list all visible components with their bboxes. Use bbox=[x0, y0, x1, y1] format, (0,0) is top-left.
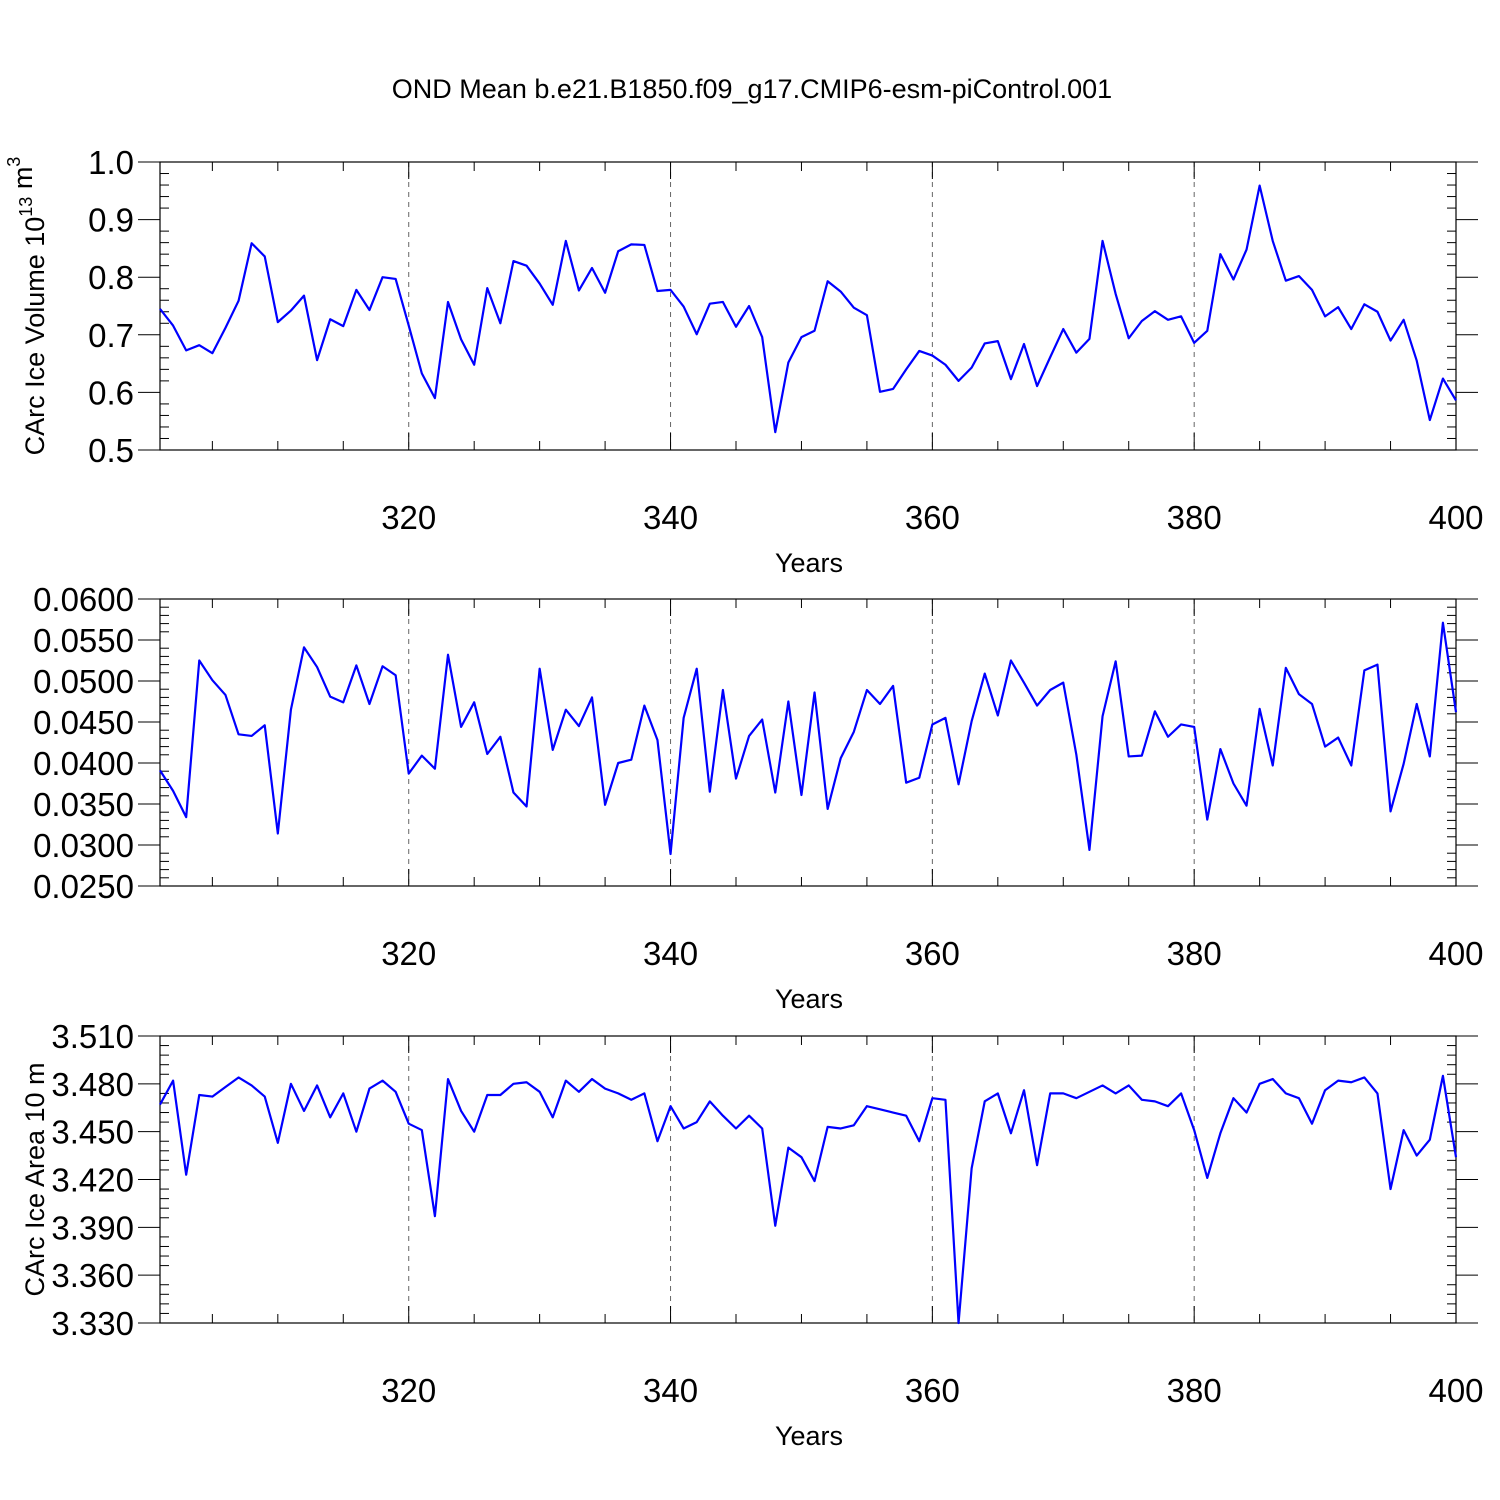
x-axis-title: Years bbox=[775, 548, 843, 578]
y-tick-label: 3.480 bbox=[51, 1066, 134, 1103]
x-tick-label: 340 bbox=[643, 1372, 698, 1409]
x-tick-label: 340 bbox=[643, 935, 698, 972]
plot-frame bbox=[159, 161, 1457, 451]
series-line-ice-area bbox=[159, 1074, 1458, 1325]
y-tick-label: 0.0400 bbox=[33, 745, 134, 782]
panel-ice-area: 320 340 360 380 400 3.330 3.360 3.390 3.420 3.450… bbox=[20, 1018, 1484, 1451]
y-tick-label: 0.6 bbox=[88, 374, 134, 411]
chart-title: OND Mean b.e21.B1850.f09_g17.CMIP6-esm-p… bbox=[392, 74, 1112, 104]
plot-frame bbox=[159, 598, 1457, 887]
y-tick-label: 0.0250 bbox=[33, 868, 134, 905]
y-tick-label: 0.8 bbox=[88, 259, 134, 296]
x-tick-label: 360 bbox=[905, 499, 960, 536]
y-tick-label: 0.0550 bbox=[33, 622, 134, 659]
y-tick-label: 0.7 bbox=[88, 317, 134, 354]
y-tick-label: 3.360 bbox=[51, 1257, 134, 1294]
x-tick-label: 400 bbox=[1428, 935, 1483, 972]
series-line-middle-series bbox=[159, 621, 1458, 856]
x-tick-label: 320 bbox=[381, 499, 436, 536]
y-tick-label: 3.420 bbox=[51, 1162, 134, 1199]
y-axis-title-superscript: 3 bbox=[4, 157, 24, 167]
x-tick-label: 400 bbox=[1428, 499, 1483, 536]
y-tick-label: 0.0300 bbox=[33, 827, 134, 864]
y-tick-label: 3.330 bbox=[51, 1305, 134, 1342]
series-line-ice-volume bbox=[159, 184, 1457, 434]
y-axis-title-part: m bbox=[8, 167, 38, 197]
x-tick-label: 380 bbox=[1167, 1372, 1222, 1409]
y-tick-label: 3.510 bbox=[51, 1018, 134, 1055]
y-tick-label: 0.0600 bbox=[33, 581, 134, 618]
x-tick-label: 360 bbox=[905, 935, 960, 972]
y-tick-label: 0.0350 bbox=[33, 786, 134, 823]
x-tick-label: 360 bbox=[905, 1372, 960, 1409]
panel-middle-series: 320 340 360 380 400 0.0250 0.0300 0.0350 0.0400 0… bbox=[33, 581, 1483, 1014]
y-axis-title-part: m bbox=[20, 1062, 50, 1092]
y-axis-title-superscript: 13 bbox=[16, 197, 36, 217]
y-tick-label: 0.9 bbox=[88, 202, 134, 239]
y-tick-label: 1.0 bbox=[88, 144, 134, 181]
panel-ice-volume: 320 340 360 380 400 0.5 0.6 0.7 0.8 0.9 1.0 Years CA… bbox=[4, 144, 1484, 578]
x-tick-label: 320 bbox=[381, 1372, 436, 1409]
x-tick-label: 400 bbox=[1428, 1372, 1483, 1409]
x-axis-title: Years bbox=[775, 1421, 843, 1451]
x-tick-label: 340 bbox=[643, 499, 698, 536]
y-axis-title: CArc Ice Area 10 m bbox=[20, 1062, 50, 1296]
y-tick-label: 3.450 bbox=[51, 1114, 134, 1151]
y-tick-label: 0.0450 bbox=[33, 704, 134, 741]
y-axis-title: CArc Ice Volume 1013 m3 bbox=[4, 157, 50, 456]
y-tick-label: 0.0500 bbox=[33, 663, 134, 700]
y-tick-label: 3.390 bbox=[51, 1209, 134, 1246]
x-axis-title: Years bbox=[775, 984, 843, 1014]
y-tick-label: 0.5 bbox=[88, 432, 134, 469]
x-tick-label: 320 bbox=[381, 935, 436, 972]
x-tick-label: 380 bbox=[1167, 499, 1222, 536]
y-axis-title-part: CArc Ice Volume 10 bbox=[20, 217, 50, 456]
x-tick-label: 380 bbox=[1167, 935, 1222, 972]
plot-frame bbox=[159, 1035, 1457, 1324]
y-axis-title-part: CArc Ice Area 10 bbox=[20, 1092, 50, 1296]
